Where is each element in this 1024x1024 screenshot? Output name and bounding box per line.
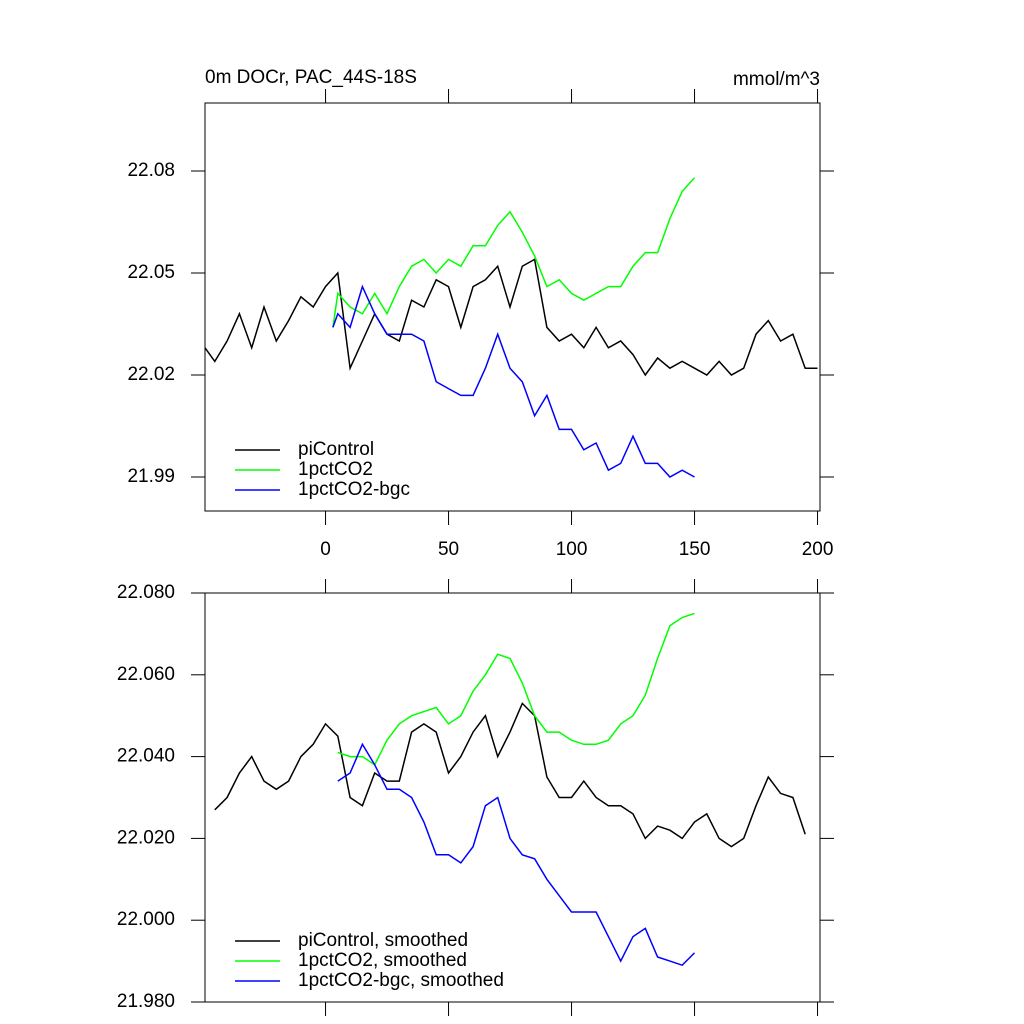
y-tick-label: 22.060 (117, 664, 175, 685)
legend-label: piControl (298, 439, 374, 460)
legend-label: 1pctCO2 (298, 459, 373, 480)
series-line (204, 258, 818, 377)
y-tick-label: 21.99 (127, 466, 175, 487)
y-tick-label: 22.000 (117, 909, 175, 930)
y-tick-label: 21.980 (117, 991, 175, 1012)
x-tick-label: 0 (320, 539, 331, 560)
series-line (337, 612, 695, 766)
y-tick-label: 22.040 (117, 746, 175, 767)
x-tick-label: 100 (556, 539, 588, 560)
y-tick-label: 22.020 (117, 827, 175, 848)
plot-frame (204, 592, 821, 1003)
series-line (337, 742, 696, 967)
legend-label: 1pctCO2-bgc (298, 479, 410, 500)
x-tick-label: 150 (679, 539, 711, 560)
legend-label: 1pctCO2, smoothed (298, 950, 467, 971)
y-tick-label: 22.08 (127, 160, 175, 181)
y-tick-label: 22.080 (117, 582, 175, 603)
plot-frame (204, 102, 821, 512)
series-line (332, 177, 696, 328)
chart-title: 0m DOCr, PAC_44S-18S (205, 67, 417, 88)
x-tick-label: 50 (438, 539, 459, 560)
x-tick-label: 200 (802, 539, 834, 560)
series-line (332, 284, 695, 478)
y-tick-label: 22.02 (127, 364, 175, 385)
units-label: mmol/m^3 (733, 69, 820, 90)
legend-label: piControl, smoothed (298, 930, 468, 951)
series-line (214, 702, 806, 848)
legend-label: 1pctCO2-bgc, smoothed (298, 970, 504, 991)
y-tick-label: 22.05 (127, 262, 175, 283)
